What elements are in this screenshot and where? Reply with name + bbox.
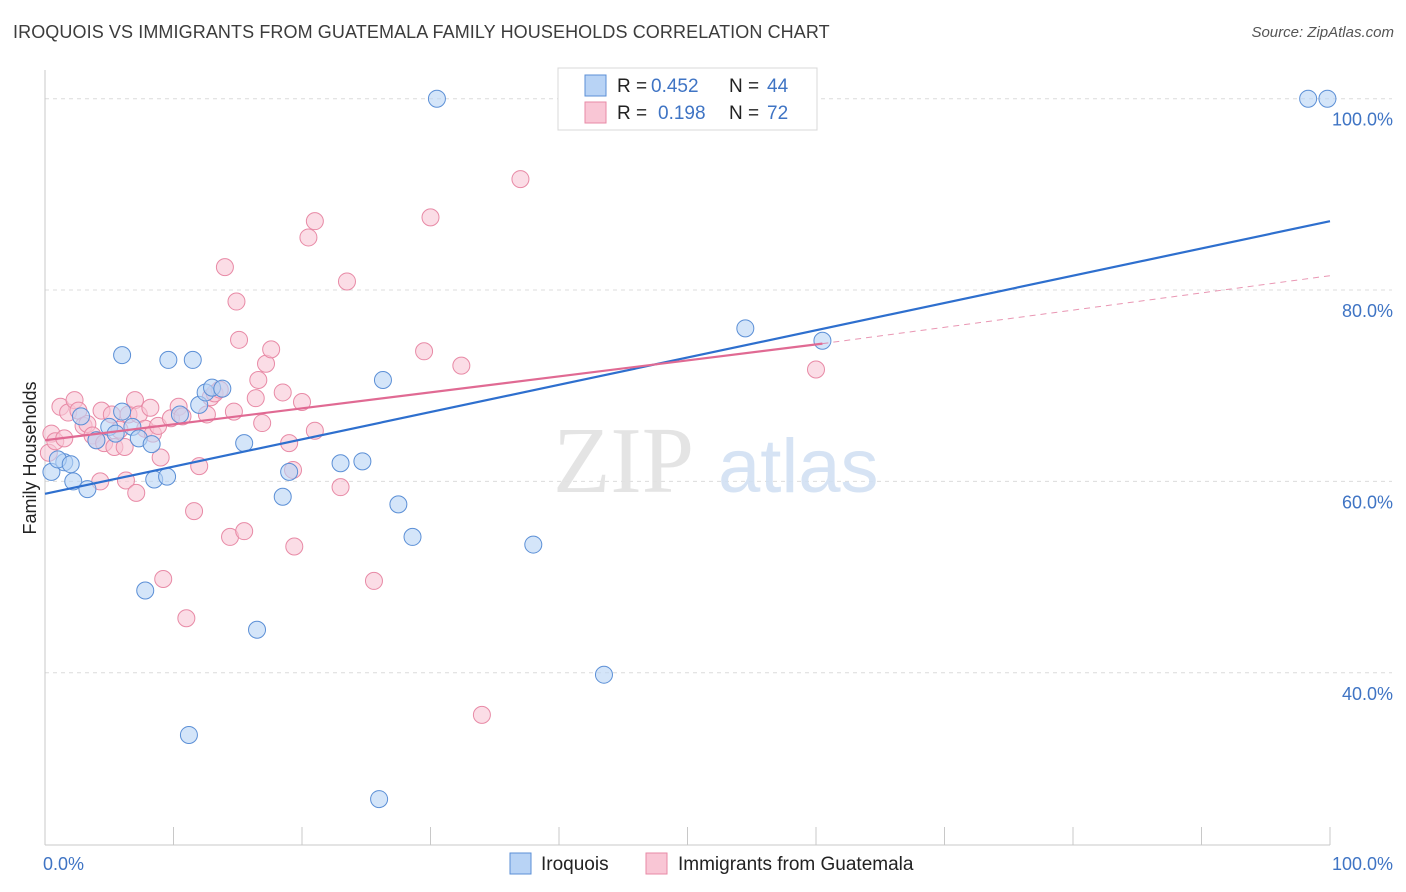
legend-r-label-iroquois: R = <box>617 76 647 97</box>
y-axis-label: Family Households <box>20 381 40 534</box>
legend-r-value-iroquois: 0.452 <box>651 76 699 97</box>
iroquois-point <box>170 405 189 424</box>
y-tick-label-80: 80.0% <box>1342 301 1393 321</box>
guatemala-point <box>452 356 471 375</box>
iroquois-point <box>813 331 832 350</box>
y-tick-label-100: 100.0% <box>1332 110 1393 130</box>
guatemala-point <box>337 272 356 291</box>
iroquois-point <box>213 379 232 398</box>
legend-swatch-guatemala <box>584 101 607 124</box>
tick-labels: 40.0% 60.0% 80.0% 100.0% 0.0% 100.0% <box>43 110 1393 874</box>
iroquois-point <box>353 452 372 471</box>
iroquois-point <box>235 434 254 453</box>
guatemala-point <box>177 609 196 628</box>
guatemala-point <box>185 502 204 521</box>
iroquois-point <box>389 495 408 514</box>
chart-title: IROQUOIS VS IMMIGRANTS FROM GUATEMALA FA… <box>13 22 830 42</box>
iroquois-point <box>331 454 350 473</box>
iroquois-point <box>64 472 83 491</box>
guatemala-trend-line <box>44 342 823 442</box>
guatemala-point <box>415 342 434 361</box>
guatemala-point <box>293 393 311 412</box>
bottom-legend-label-iroquois: Iroquois <box>541 854 609 875</box>
iroquois-point <box>179 725 198 744</box>
guatemala-point <box>253 414 272 433</box>
trend-lines <box>44 220 1331 495</box>
guatemala-point <box>127 483 146 502</box>
guatemala-point <box>262 340 281 359</box>
guatemala-point <box>115 437 134 456</box>
guatemala-point <box>299 228 318 247</box>
guatemala-point <box>141 398 160 417</box>
iroquois-point <box>87 431 106 450</box>
iroquois-point <box>106 424 125 443</box>
legend-n-value-iroquois: 44 <box>767 76 789 97</box>
guatemala-point <box>807 360 825 379</box>
legend-swatch-iroquois <box>584 74 607 97</box>
iroquois-point <box>594 665 613 684</box>
legend-r-value-guatemala: 0.198 <box>658 103 706 124</box>
iroquois-point <box>142 435 161 454</box>
iroquois-point <box>159 350 178 369</box>
bottom-legend-swatch-iroquois <box>509 852 532 875</box>
iroquois-point <box>71 407 90 426</box>
bottom-legend: Iroquois Immigrants from Guatemala <box>509 852 914 875</box>
iroquois-point <box>113 346 132 365</box>
guatemala-point <box>235 522 254 541</box>
iroquois-point <box>136 581 155 600</box>
guatemala-point <box>154 570 173 589</box>
guatemala-point <box>151 448 170 467</box>
guatemala-point <box>273 383 292 402</box>
legend-n-label-guatemala: N = <box>729 103 759 124</box>
guatemala-point <box>305 212 324 231</box>
watermark: ZIP atlas <box>553 409 879 513</box>
bottom-legend-swatch-guatemala <box>645 852 668 875</box>
guatemala-point <box>227 292 246 311</box>
legend-n-label-iroquois: N = <box>729 76 759 97</box>
legend-box: R = 0.452 N = 44 R = 0.198 N = 72 <box>557 67 818 131</box>
guatemala-point <box>364 571 383 590</box>
x-tick-label-100: 100.0% <box>1332 854 1393 874</box>
guatemala-point <box>230 330 249 349</box>
iroquois-point <box>1299 89 1318 108</box>
guatemala-point <box>249 371 268 389</box>
grid-lines <box>45 98 1392 674</box>
y-tick-label-60: 60.0% <box>1342 492 1393 512</box>
iroquois-point <box>158 467 177 486</box>
iroquois-point <box>403 527 422 546</box>
guatemala-point <box>511 170 530 189</box>
guatemala-trend-extension <box>822 275 1331 345</box>
bottom-legend-label-guatemala: Immigrants from Guatemala <box>678 854 914 875</box>
x-tick-label-0: 0.0% <box>43 854 84 874</box>
iroquois-point <box>370 790 389 809</box>
watermark-atlas: atlas <box>718 424 879 509</box>
guatemala-point <box>331 478 350 497</box>
iroquois-point <box>1318 89 1337 108</box>
iroquois-point <box>736 319 755 338</box>
watermark-zip: ZIP <box>553 409 694 513</box>
iroquois-point <box>183 350 202 369</box>
iroquois-point <box>524 535 543 554</box>
iroquois-point <box>373 371 392 389</box>
guatemala-point <box>215 258 234 277</box>
iroquois-trend-line <box>44 220 1331 495</box>
chart-source: Source: ZipAtlas.com <box>1251 24 1394 41</box>
iroquois-point <box>280 462 299 481</box>
iroquois-point <box>427 89 446 108</box>
iroquois-points <box>42 89 1337 809</box>
guatemala-point <box>246 389 265 408</box>
legend-n-value-guatemala: 72 <box>767 103 788 124</box>
legend-r-label-guatemala: R = <box>617 103 647 124</box>
iroquois-point <box>61 455 80 474</box>
guatemala-point <box>285 537 304 556</box>
y-tick-label-40: 40.0% <box>1342 684 1393 704</box>
iroquois-point <box>113 402 132 421</box>
guatemala-point <box>421 208 440 227</box>
guatemala-point <box>472 705 491 724</box>
iroquois-point <box>248 620 267 639</box>
iroquois-point <box>273 487 292 506</box>
